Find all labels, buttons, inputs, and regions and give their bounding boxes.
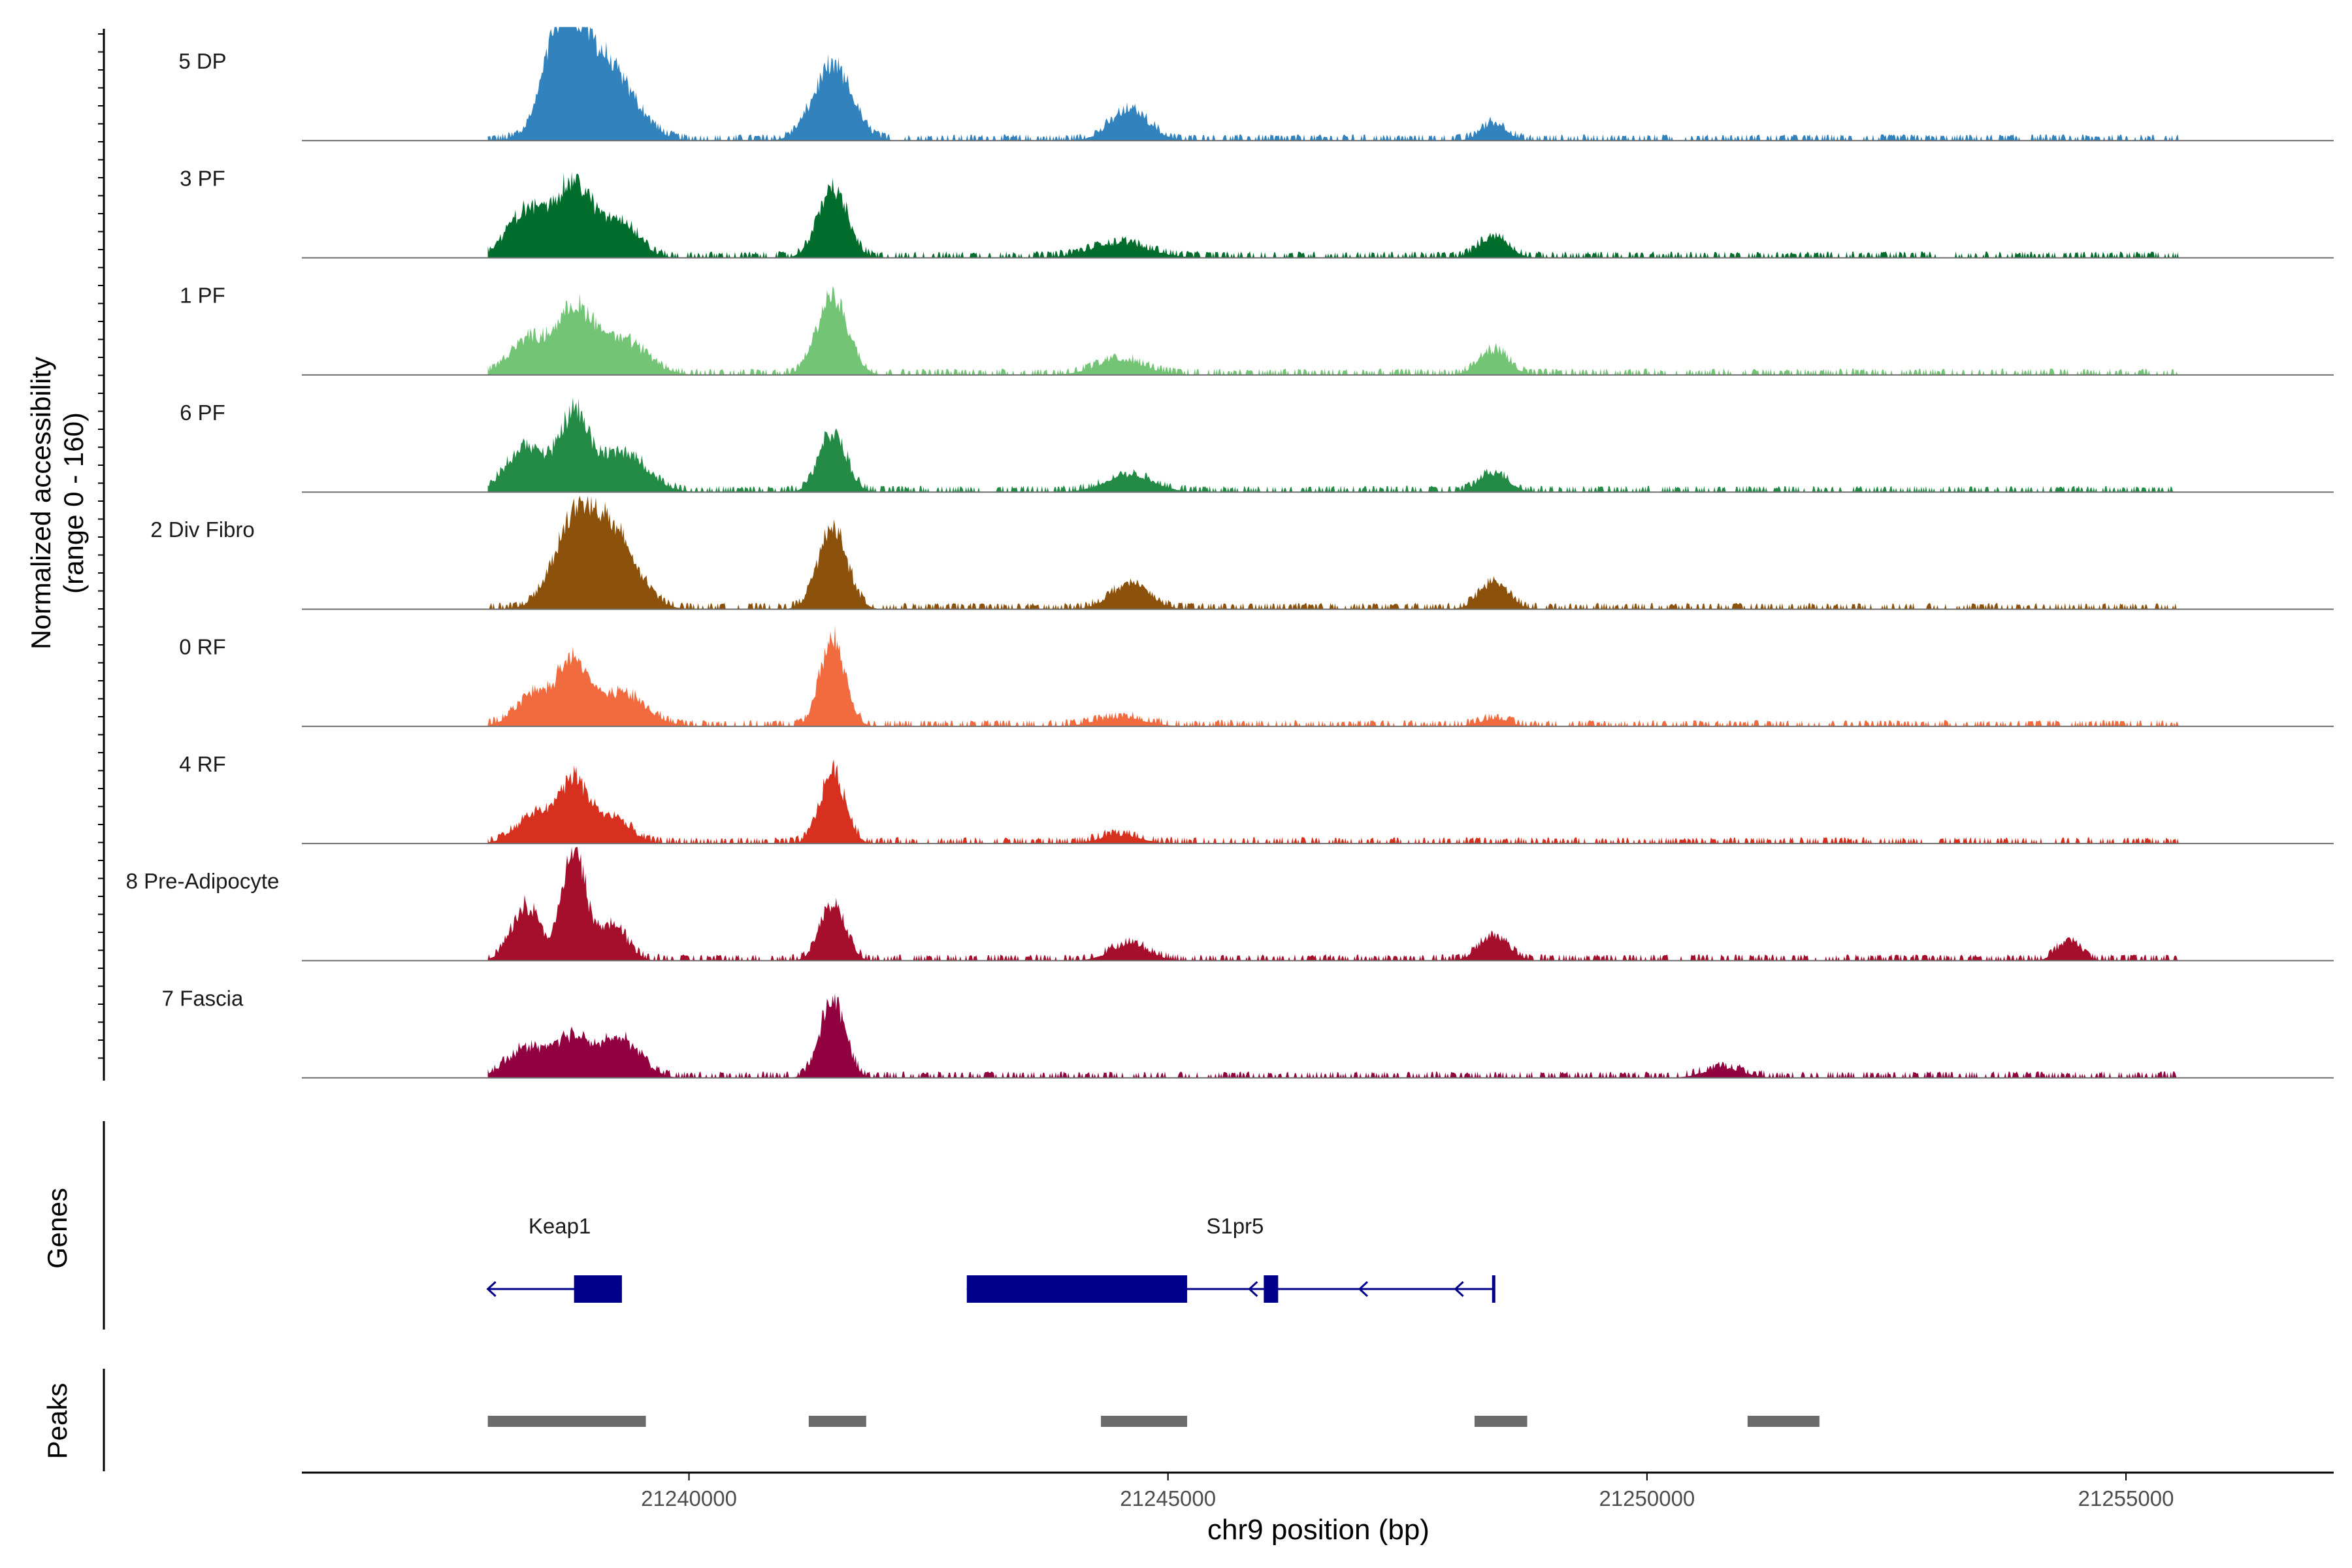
y-axis: [98, 29, 105, 1081]
track-label: 4 RF: [179, 752, 226, 776]
x-axis: 21240000 21245000 21250000 21255000: [302, 1471, 2334, 1511]
coverage-area: [487, 495, 2179, 610]
track-label: 3 PF: [180, 166, 225, 190]
coverage-area: [487, 286, 2179, 375]
strand-arrow: [1248, 1281, 1258, 1298]
track-2-div-fibro: 2 Div Fibro: [150, 495, 2334, 610]
track-label: 8 Pre-Adipocyte: [126, 869, 280, 893]
x-tick-label: 21255000: [2078, 1486, 2174, 1511]
gene-exon: [966, 1275, 1188, 1303]
strand-arrow: [1358, 1281, 1368, 1298]
track-label: 7 Fascia: [162, 986, 244, 1010]
coverage-area: [487, 27, 2179, 141]
peak-region-bar: [487, 1416, 646, 1427]
gene-track: Keap1 S1pr5: [486, 1214, 1495, 1303]
gene-exon: [1264, 1275, 1279, 1303]
track-label: 5 DP: [178, 49, 226, 73]
coverage-area: [487, 847, 2179, 961]
gene-label: Keap1: [529, 1214, 591, 1238]
gene-exon: [574, 1275, 622, 1303]
strand-arrow: [486, 1281, 497, 1298]
coverage-area: [487, 625, 2179, 727]
track-label: 6 PF: [180, 400, 225, 425]
peak-region-track: [487, 1416, 1820, 1427]
track-4-rf: 4 RF: [179, 752, 2334, 845]
peak-region-bar: [1474, 1416, 1527, 1427]
coverage-area: [487, 171, 2179, 258]
x-axis-title: chr9 position (bp): [1207, 1514, 1429, 1546]
track-label: 0 RF: [179, 635, 226, 659]
x-tick-label: 21250000: [1599, 1486, 1695, 1511]
y-axis-title-range: (range 0 - 160): [58, 412, 89, 594]
y-axis-title: Normalized accessibility: [25, 357, 56, 649]
track-1-pf: 1 PF: [180, 284, 2334, 376]
track-6-pf: 6 PF: [180, 397, 2334, 493]
gene-keap1: Keap1: [486, 1214, 622, 1303]
x-tick-label: 21240000: [641, 1486, 737, 1511]
track-0-rf: 0 RF: [179, 625, 2334, 727]
gene-label: S1pr5: [1206, 1214, 1264, 1238]
peak-region-bar: [1101, 1416, 1188, 1427]
gene-s1pr5: S1pr5: [966, 1214, 1495, 1303]
coverage-area: [487, 993, 2179, 1078]
strand-arrow: [1454, 1281, 1464, 1298]
peak-region-bar: [1747, 1416, 1820, 1427]
track-label: 1 PF: [180, 284, 225, 308]
coverage-tracks: 5 DP 3 PF 1 PF 6 PF 2 Div Fibro 0 RF 4 RF 8 Pre…: [126, 27, 2334, 1079]
track-5-dp: 5 DP: [178, 27, 2334, 142]
peaks-track-label: Peaks: [42, 1383, 73, 1460]
x-tick-label: 21245000: [1120, 1486, 1216, 1511]
coverage-area: [487, 759, 2179, 844]
track-8-pre-adipocyte: 8 Pre-Adipocyte: [126, 847, 2334, 962]
track-label: 2 Div Fibro: [150, 517, 255, 542]
track-3-pf: 3 PF: [180, 166, 2334, 259]
peak-region-bar: [808, 1416, 866, 1427]
genes-track-label: Genes: [42, 1188, 73, 1269]
coverage-area: [487, 397, 2179, 493]
track-7-fascia: 7 Fascia: [162, 986, 2334, 1079]
